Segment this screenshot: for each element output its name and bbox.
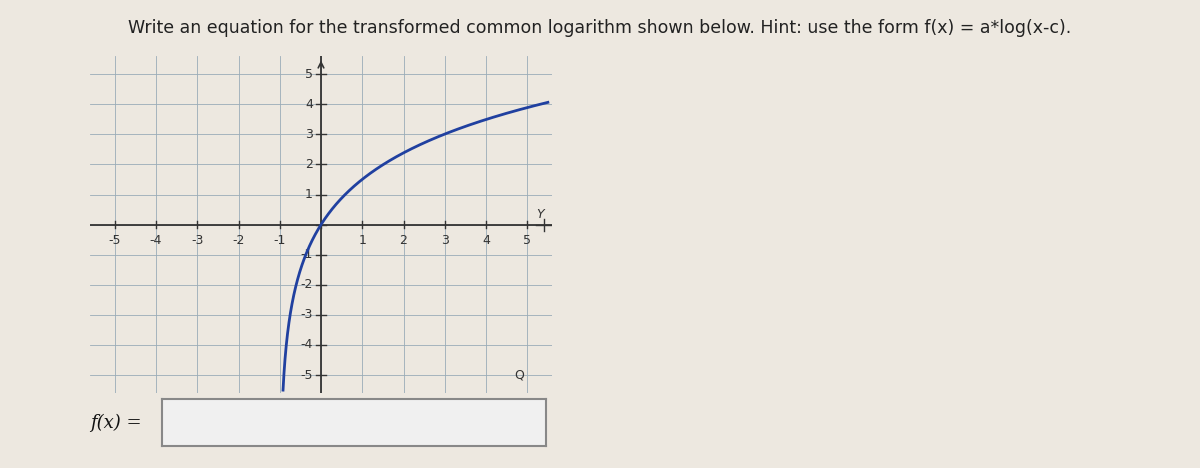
Text: -3: -3	[191, 234, 204, 247]
Text: -1: -1	[300, 248, 313, 261]
Text: 3: 3	[305, 128, 313, 141]
Text: 5: 5	[305, 68, 313, 80]
Text: 2: 2	[400, 234, 408, 247]
Text: 2: 2	[305, 158, 313, 171]
Text: 1: 1	[359, 234, 366, 247]
Text: -4: -4	[150, 234, 162, 247]
Text: 5: 5	[523, 234, 532, 247]
Text: -4: -4	[300, 338, 313, 351]
Text: 1: 1	[305, 188, 313, 201]
Text: -1: -1	[274, 234, 286, 247]
Text: f(x) =: f(x) =	[90, 414, 142, 432]
Text: 4: 4	[482, 234, 490, 247]
Text: 4: 4	[305, 98, 313, 111]
Text: -2: -2	[233, 234, 245, 247]
Text: 3: 3	[440, 234, 449, 247]
Text: -5: -5	[300, 369, 313, 381]
Text: Y: Y	[536, 208, 544, 220]
Text: -2: -2	[300, 278, 313, 291]
Text: -3: -3	[300, 308, 313, 322]
Text: Write an equation for the transformed common logarithm shown below. Hint: use th: Write an equation for the transformed co…	[128, 19, 1072, 37]
Text: -5: -5	[108, 234, 121, 247]
Text: Q: Q	[514, 369, 524, 381]
